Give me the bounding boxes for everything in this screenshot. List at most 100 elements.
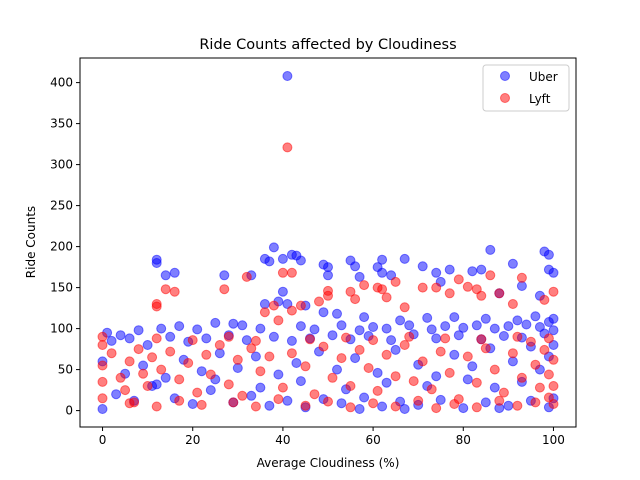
x-tick-label: 80 bbox=[456, 433, 471, 447]
lyft-point-76 bbox=[255, 366, 266, 377]
uber-point-74 bbox=[458, 322, 469, 333]
uber-point-151 bbox=[467, 361, 478, 372]
lyft-point-110 bbox=[548, 354, 559, 365]
series-lyft bbox=[97, 142, 559, 414]
lyft-point-93 bbox=[417, 356, 428, 367]
uber-point-110 bbox=[205, 385, 216, 396]
uber-point-75 bbox=[471, 320, 482, 331]
lyft-point-13 bbox=[241, 271, 252, 282]
legend-marker-lyft bbox=[500, 93, 510, 103]
uber-point-141 bbox=[273, 369, 284, 380]
uber-point-39 bbox=[543, 249, 554, 260]
uber-point-65 bbox=[295, 321, 306, 332]
uber-point-45 bbox=[318, 307, 329, 318]
uber-point-80 bbox=[543, 317, 554, 327]
uber-point-130 bbox=[354, 404, 365, 414]
legend: Uber Lyft bbox=[482, 64, 570, 112]
lyft-point-86 bbox=[354, 344, 365, 355]
lyft-point-54 bbox=[97, 393, 108, 404]
uber-point-49 bbox=[395, 315, 406, 326]
lyft-point-32 bbox=[485, 270, 496, 281]
y-tick-label: 200 bbox=[50, 240, 73, 254]
lyft-point-70 bbox=[205, 369, 216, 380]
uber-point-105 bbox=[111, 389, 122, 400]
uber-point-119 bbox=[377, 401, 388, 412]
lyft-point-73 bbox=[232, 354, 243, 365]
lyft-point-115 bbox=[512, 400, 523, 411]
uber-point-77 bbox=[503, 321, 514, 332]
uber-point-122 bbox=[435, 394, 446, 405]
lyft-point-45 bbox=[404, 331, 415, 342]
lyft-point-69 bbox=[201, 349, 212, 360]
uber-point-149 bbox=[431, 371, 442, 382]
lyft-point-26 bbox=[431, 282, 442, 293]
lyft-point-27 bbox=[444, 288, 455, 299]
uber-point-167 bbox=[151, 379, 162, 390]
uber-point-32 bbox=[467, 266, 478, 277]
lyft-point-35 bbox=[516, 272, 527, 283]
uber-point-28 bbox=[417, 261, 428, 272]
uber-point-165 bbox=[255, 382, 266, 393]
lyft-point-24 bbox=[399, 302, 410, 313]
lyft-point-90 bbox=[390, 371, 401, 382]
lyft-point-85 bbox=[345, 381, 356, 391]
uber-point-71 bbox=[404, 320, 415, 331]
lyft-point-43 bbox=[341, 332, 351, 343]
uber-point-22 bbox=[354, 271, 365, 282]
lyft-point-39 bbox=[187, 335, 198, 346]
y-tick-label: 50 bbox=[58, 363, 73, 377]
lyft-point-116 bbox=[494, 395, 505, 406]
uber-point-25 bbox=[377, 267, 388, 278]
lyft-point-119 bbox=[431, 403, 442, 414]
lyft-point-65 bbox=[165, 346, 176, 357]
uber-point-78 bbox=[521, 319, 532, 330]
uber-point-57 bbox=[115, 330, 126, 341]
lyft-point-33 bbox=[494, 288, 505, 299]
uber-point-140 bbox=[250, 351, 261, 362]
uber-point-139 bbox=[232, 363, 243, 373]
lyft-point-63 bbox=[147, 352, 158, 363]
uber-point-69 bbox=[368, 322, 379, 332]
lyft-point-28 bbox=[453, 274, 464, 285]
uber-point-72 bbox=[426, 324, 437, 335]
lyft-point-23 bbox=[390, 276, 401, 287]
lyft-point-5 bbox=[259, 307, 270, 318]
lyft-point-98 bbox=[462, 351, 473, 362]
lyft-point-114 bbox=[530, 397, 541, 408]
lyft-point-89 bbox=[381, 349, 392, 360]
lyft-point-46 bbox=[440, 333, 451, 344]
lyft-point-71 bbox=[214, 340, 225, 350]
lyft-point-130 bbox=[174, 395, 185, 406]
uber-point-138 bbox=[214, 348, 225, 359]
chart-title: Ride Counts affected by Cloudiness bbox=[199, 37, 456, 53]
x-tick-label: 60 bbox=[365, 433, 380, 447]
lyft-point-18 bbox=[350, 294, 361, 305]
lyft-point-99 bbox=[471, 377, 482, 388]
uber-point-48 bbox=[359, 312, 370, 323]
lyft-point-42 bbox=[305, 334, 315, 345]
uber-point-2 bbox=[151, 258, 162, 268]
uber-point-59 bbox=[156, 323, 167, 334]
lyft-point-11 bbox=[169, 286, 180, 297]
uber-point-24 bbox=[377, 254, 388, 265]
x-tick-label: 20 bbox=[185, 433, 200, 447]
lyft-point-1 bbox=[277, 267, 288, 278]
lyft-point-84 bbox=[336, 353, 347, 364]
x-tick-label: 0 bbox=[99, 433, 107, 447]
lyft-point-34 bbox=[507, 299, 518, 309]
uber-point-61 bbox=[192, 324, 203, 335]
lyft-point-57 bbox=[120, 385, 131, 396]
y-tick-label: 0 bbox=[65, 404, 73, 418]
lyft-point-109 bbox=[543, 369, 554, 380]
uber-point-134 bbox=[138, 360, 149, 371]
lyft-point-113 bbox=[543, 392, 554, 403]
uber-point-9 bbox=[268, 242, 279, 253]
lyft-point-60 bbox=[133, 344, 144, 355]
lyft-point-91 bbox=[399, 340, 410, 350]
uber-point-123 bbox=[458, 403, 469, 414]
lyft-point-105 bbox=[525, 336, 536, 347]
y-axis-ticks: 0 50 100 150 200 250 300 350 400 bbox=[50, 76, 80, 418]
y-tick-label: 250 bbox=[50, 199, 73, 213]
lyft-point-125 bbox=[300, 400, 311, 411]
uber-point-3 bbox=[160, 270, 171, 281]
